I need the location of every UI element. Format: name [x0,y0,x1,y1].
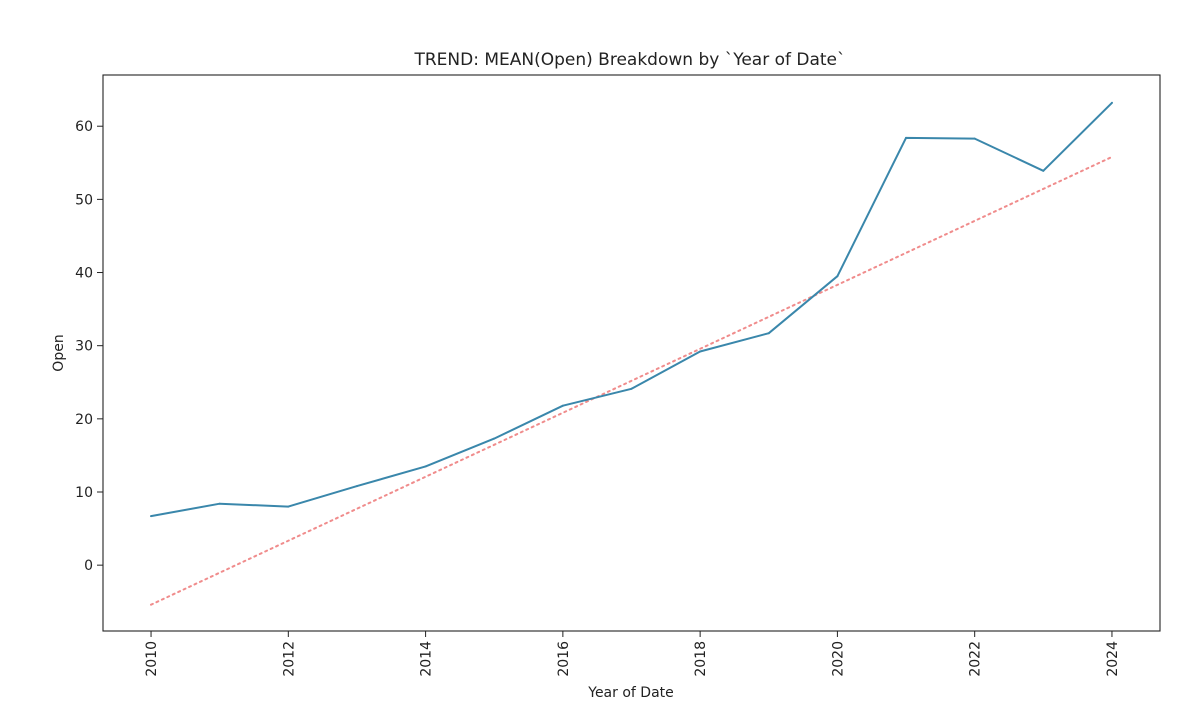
data-point [424,465,427,468]
y-tick-label: 40 [75,266,93,282]
x-tick-label: 2020 [830,641,846,677]
x-axis-label: Year of Date [587,685,674,701]
y-tick-label: 50 [75,192,93,208]
chart-title: TREND: MEAN(Open) Breakdown by `Year of … [413,50,845,70]
x-tick-label: 2018 [693,641,709,677]
y-axis-label: Open [51,334,67,371]
data-point [493,437,496,440]
data-point [1042,169,1045,172]
y-axis: 0 10 20 30 40 50 60 [75,119,103,574]
x-tick-label: 2010 [144,641,160,677]
data-point [905,136,907,139]
data-point [1111,101,1113,104]
data-point [836,275,839,278]
data-point [630,387,633,390]
series-layer [150,101,1113,606]
y-tick-label: 60 [75,119,93,135]
data-point [767,332,770,335]
data-point [150,515,152,518]
x-tick-label: 2022 [968,641,984,677]
plot-frame [102,74,1161,632]
data-point [287,505,290,508]
y-tick-label: 0 [84,558,93,574]
y-tick-label: 10 [75,485,93,501]
x-tick-label: 2016 [556,641,572,677]
data-point [561,404,564,407]
data-point [973,137,976,140]
x-tick-label: 2012 [281,641,297,677]
y-tick-label: 20 [75,412,93,428]
x-tick-label: 2024 [1105,641,1121,677]
x-tick-label: 2014 [419,641,435,677]
mean-open-line [150,102,1113,518]
data-point [218,502,221,505]
x-axis: 2010 2012 2014 2016 2018 2020 2022 2024 [144,631,1121,677]
data-point [699,350,702,353]
data-point [356,485,358,488]
y-tick-label: 30 [75,339,93,355]
trend-line [150,155,1113,606]
